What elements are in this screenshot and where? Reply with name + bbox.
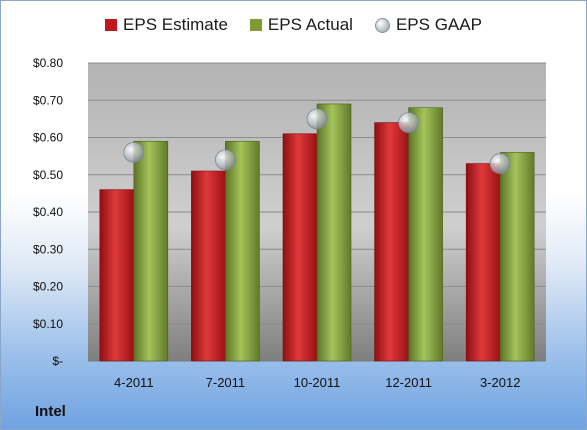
y-tick-label: $0.40 [33, 205, 63, 219]
y-tick-label: $0.60 [33, 131, 63, 145]
bar-eps-estimate [99, 189, 135, 362]
bar-eps-estimate [465, 163, 501, 362]
legend-label-estimate: EPS Estimate [123, 15, 228, 34]
y-tick-label: $0.80 [33, 56, 63, 70]
point-eps-gaap [306, 108, 328, 130]
x-tick-label: 7-2011 [206, 375, 246, 390]
bar-eps-actual [133, 140, 169, 362]
x-tick-label: 10-2011 [294, 375, 341, 390]
company-name: Intel [35, 403, 66, 420]
point-eps-gaap [214, 149, 236, 171]
bar-eps-actual [499, 152, 535, 362]
bar-eps-actual [408, 107, 443, 362]
point-eps-gaap [398, 112, 420, 133]
y-tick-label: $0.50 [33, 168, 63, 182]
legend-item-gaap: EPS GAAP [374, 15, 482, 35]
y-tick-label: $0.20 [33, 280, 63, 294]
legend-item-actual: EPS Actual [249, 15, 353, 35]
bar-eps-actual [225, 140, 260, 362]
y-tick-label: $0.70 [33, 93, 63, 107]
bar-eps-estimate [282, 133, 318, 362]
legend-swatch-actual [249, 19, 262, 31]
legend-label-actual: EPS Actual [267, 15, 353, 34]
y-tick-label: $- [52, 354, 63, 368]
x-tick-label: 3-2012 [480, 375, 520, 390]
point-eps-gaap [123, 141, 145, 163]
bar-eps-actual [316, 103, 352, 362]
legend-item-estimate: EPS Estimate [105, 15, 228, 35]
y-tick-label: $0.30 [33, 242, 63, 256]
legend-swatch-estimate [105, 19, 118, 31]
bar-eps-estimate [374, 122, 409, 362]
point-eps-gaap [489, 153, 511, 174]
x-tick-label: 12-2011 [385, 375, 432, 390]
legend-label-gaap: EPS GAAP [395, 15, 482, 34]
bar-eps-estimate [191, 170, 226, 362]
chart-legend: EPS Estimate EPS Actual EPS GAAP [1, 15, 586, 35]
legend-swatch-gaap [374, 17, 390, 33]
y-tick-label: $0.10 [33, 317, 63, 331]
x-tick-label: 4-2011 [114, 375, 154, 390]
